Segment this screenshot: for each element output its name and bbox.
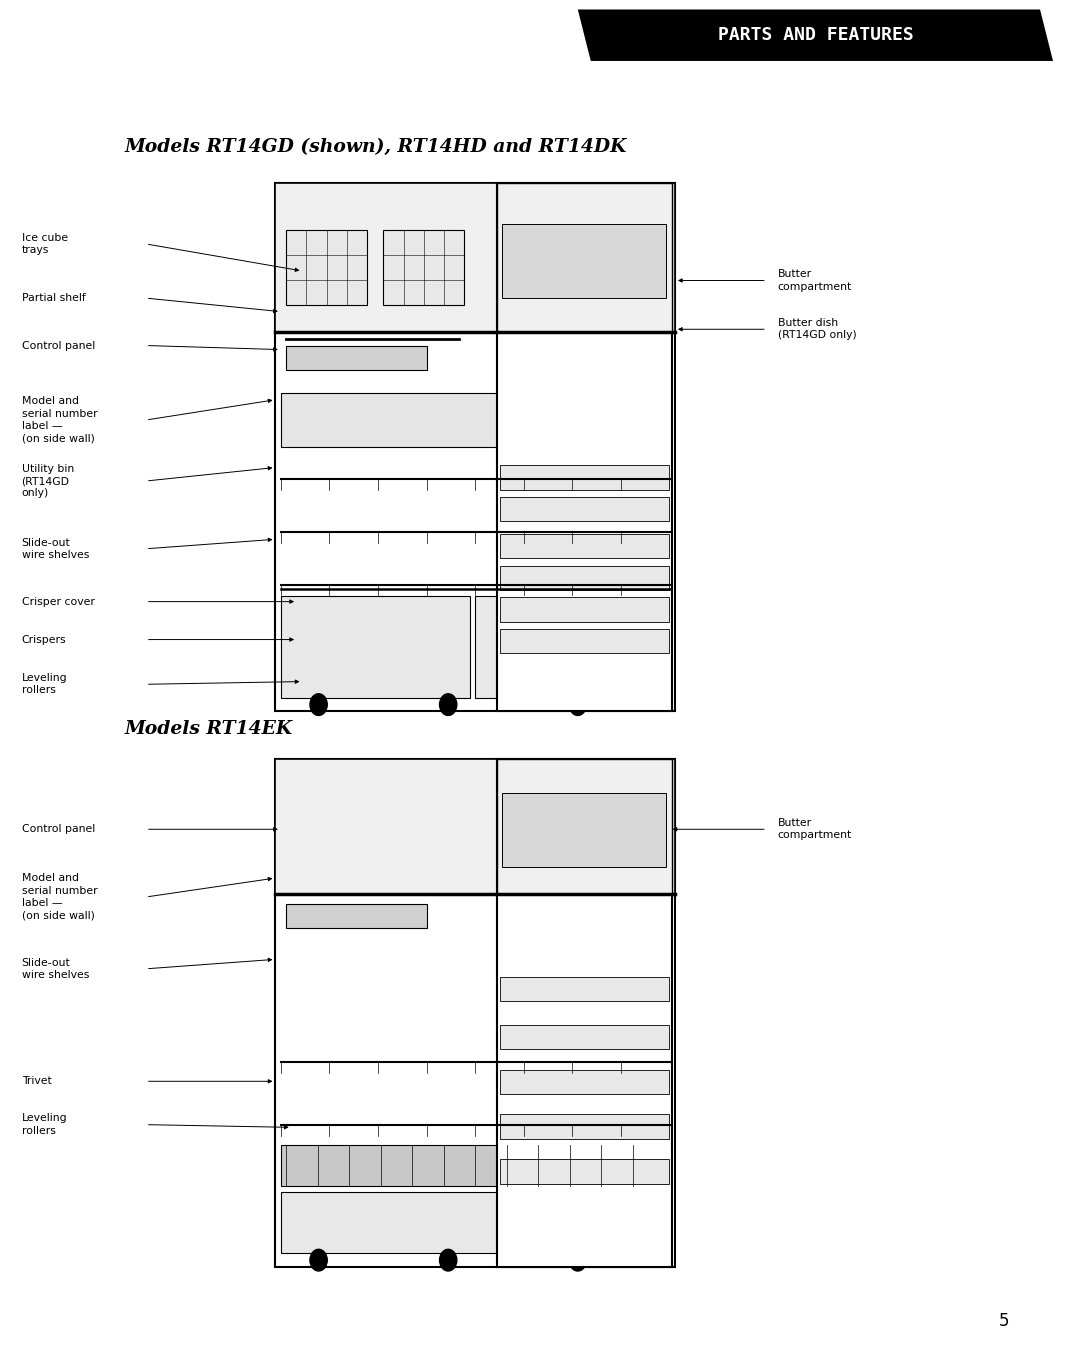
Text: Model and
serial number
label —
(on side wall): Model and serial number label — (on side… xyxy=(22,397,97,443)
Bar xyxy=(500,1114,669,1138)
Bar xyxy=(281,1192,670,1253)
Text: Slide-out
wire shelves: Slide-out wire shelves xyxy=(22,958,89,980)
Bar xyxy=(281,596,470,698)
Bar xyxy=(281,1145,670,1186)
Circle shape xyxy=(440,694,457,715)
Bar xyxy=(286,904,427,928)
Text: Utility bin
(RT14GD
only): Utility bin (RT14GD only) xyxy=(22,463,73,499)
Text: Trivet: Trivet xyxy=(22,1076,52,1087)
Bar xyxy=(275,759,675,1267)
Text: Crispers: Crispers xyxy=(22,634,66,645)
Bar xyxy=(500,1070,669,1095)
Bar xyxy=(502,224,666,298)
Text: Butter
compartment: Butter compartment xyxy=(778,270,852,291)
Bar xyxy=(475,596,664,698)
Bar xyxy=(500,534,669,558)
Text: Partial shelf: Partial shelf xyxy=(22,293,85,304)
Bar xyxy=(286,346,427,370)
Bar xyxy=(281,393,518,447)
Bar xyxy=(497,759,672,894)
Bar xyxy=(500,598,669,622)
Bar xyxy=(502,793,666,867)
Bar xyxy=(275,183,675,332)
Circle shape xyxy=(569,694,586,715)
Text: Leveling
rollers: Leveling rollers xyxy=(22,673,67,695)
Text: Models RT14EK: Models RT14EK xyxy=(124,721,293,738)
Bar xyxy=(500,565,669,589)
Bar xyxy=(286,230,367,305)
Bar xyxy=(497,759,672,1267)
Bar xyxy=(500,1024,669,1049)
Text: Ice cube
trays: Ice cube trays xyxy=(22,233,68,255)
Bar xyxy=(500,465,669,489)
Polygon shape xyxy=(578,9,1053,61)
Text: Models RT14GD (shown), RT14HD and RT14DK: Models RT14GD (shown), RT14HD and RT14DK xyxy=(124,138,626,156)
Circle shape xyxy=(569,1249,586,1271)
Text: Butter
compartment: Butter compartment xyxy=(778,818,852,840)
Text: Butter dish
(RT14GD only): Butter dish (RT14GD only) xyxy=(778,318,856,340)
Bar xyxy=(500,1160,669,1184)
Bar xyxy=(383,230,464,305)
Bar xyxy=(497,183,672,711)
Text: 5: 5 xyxy=(999,1312,1010,1331)
Bar xyxy=(500,977,669,1001)
Text: Slide-out
wire shelves: Slide-out wire shelves xyxy=(22,538,89,560)
Bar xyxy=(275,183,675,711)
Circle shape xyxy=(310,694,327,715)
Text: Control panel: Control panel xyxy=(22,824,95,835)
Bar xyxy=(275,759,675,894)
Circle shape xyxy=(310,1249,327,1271)
Text: Leveling
rollers: Leveling rollers xyxy=(22,1114,67,1135)
Bar xyxy=(500,497,669,522)
Text: Crisper cover: Crisper cover xyxy=(22,596,94,607)
Text: Control panel: Control panel xyxy=(22,340,95,351)
Bar xyxy=(497,183,672,332)
Bar xyxy=(500,629,669,653)
Circle shape xyxy=(440,1249,457,1271)
Text: PARTS AND FEATURES: PARTS AND FEATURES xyxy=(717,26,914,45)
Text: Model and
serial number
label —
(on side wall): Model and serial number label — (on side… xyxy=(22,874,97,920)
